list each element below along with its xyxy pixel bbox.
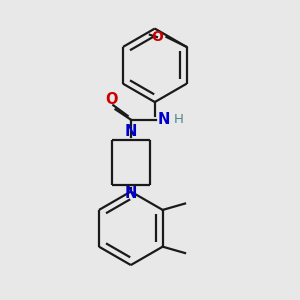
Text: N: N <box>124 124 137 139</box>
Text: O: O <box>151 30 163 44</box>
Text: O: O <box>105 92 118 107</box>
Text: N: N <box>158 112 170 127</box>
Text: H: H <box>174 113 184 126</box>
Text: N: N <box>124 186 137 201</box>
